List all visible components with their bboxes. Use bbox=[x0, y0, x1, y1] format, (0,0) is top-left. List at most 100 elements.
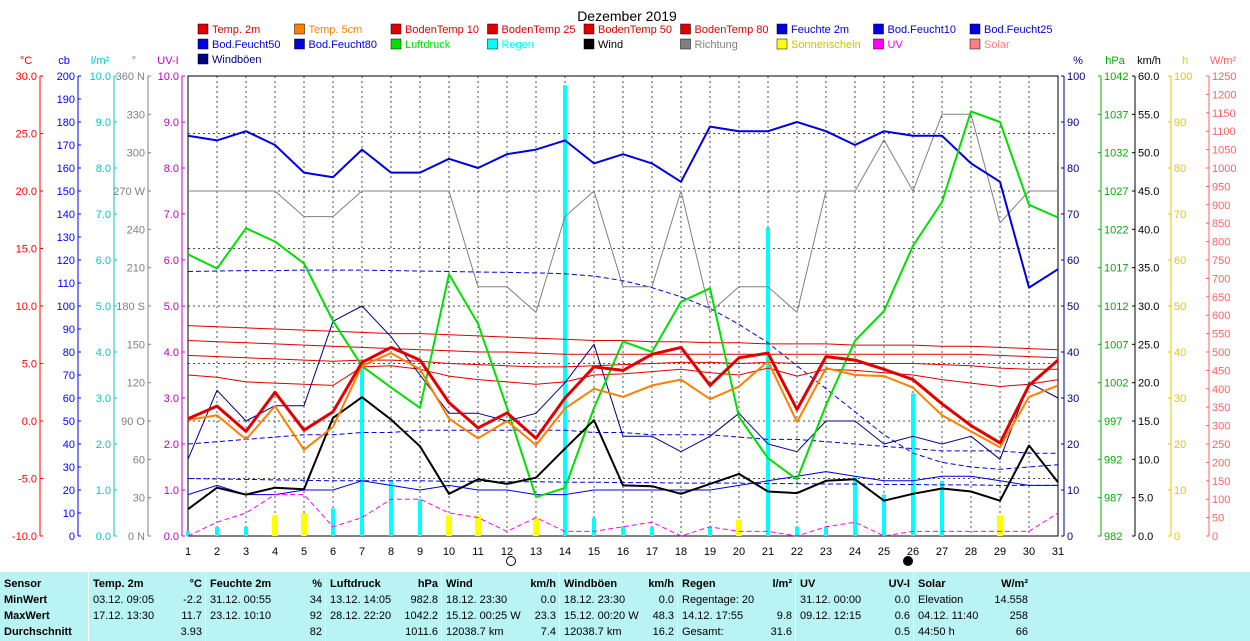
axis-tick-label: 90 bbox=[63, 324, 75, 336]
stats-cell-value: 258 bbox=[1009, 610, 1028, 622]
stats-header-label: Wind bbox=[446, 578, 473, 590]
legend-swatch bbox=[776, 23, 788, 35]
axis-tick-label: 100 bbox=[1174, 71, 1192, 83]
stats-header-unit: W/m² bbox=[1001, 578, 1028, 590]
axis-tick-label: 9.0 bbox=[96, 117, 111, 129]
stats-cell-value: 82 bbox=[309, 626, 322, 638]
stats-row: Regentage: 20 bbox=[682, 592, 792, 608]
stats-header-label: Luftdruck bbox=[330, 578, 381, 590]
x-tick-label: 14 bbox=[559, 546, 571, 558]
sunshine-bar bbox=[997, 515, 1003, 536]
x-tick-label: 5 bbox=[301, 546, 307, 558]
legend-swatch bbox=[487, 23, 498, 35]
stats-header-label: Windböen bbox=[564, 578, 618, 590]
axis-unit-label: ° bbox=[132, 55, 136, 67]
axis-tick-label: 1007 bbox=[1104, 339, 1128, 351]
x-tick-label: 11 bbox=[472, 546, 483, 558]
weather-chart: Dezember 2019 Temp. 2m Temp. 5cm BodenTemp… bbox=[12, 8, 1236, 566]
stats-row: 12038.7 km 7.4 bbox=[446, 624, 556, 640]
axis-unit-label: h bbox=[1182, 55, 1188, 67]
x-tick-label: 1 bbox=[185, 546, 191, 558]
axis-tick-label: 150 bbox=[1212, 476, 1230, 488]
grid bbox=[187, 75, 1059, 537]
legend-swatch bbox=[294, 23, 305, 35]
sunshine-bar bbox=[475, 515, 481, 536]
axis-tick-label: 5.0 bbox=[164, 301, 179, 313]
stats-column: Sensor MinWert MaxWert Durchschnitt bbox=[0, 572, 88, 641]
rain-bar bbox=[766, 227, 770, 537]
series-line-bodentemp-10 bbox=[187, 365, 1059, 387]
stats-cell-value: 16.2 bbox=[652, 626, 674, 638]
stats-cell-value: 0.6 bbox=[894, 610, 910, 622]
axis-tick-label: 170 bbox=[57, 140, 75, 152]
stats-row: 09.12. 12:15 0.6 bbox=[800, 608, 910, 624]
axis-tick-label: 15.0 bbox=[1138, 416, 1159, 428]
axis-tick-label: 180 bbox=[57, 117, 75, 129]
axis-tick-label: 10.0 bbox=[158, 71, 179, 83]
stats-cell-info: 28.12. 22:20 bbox=[330, 610, 392, 622]
stats-cell-info: Regentage: 20 bbox=[682, 594, 755, 606]
axis-unit-label: cb bbox=[58, 55, 70, 67]
stats-header: Luftdruck hPa bbox=[330, 576, 438, 592]
legend-swatch bbox=[294, 38, 305, 50]
stats-row: 18.12. 23:30 0.0 bbox=[446, 592, 556, 608]
stats-row-label: MaxWert bbox=[4, 610, 50, 622]
legend-swatch bbox=[487, 38, 498, 50]
axis-tick-label: 7.0 bbox=[96, 209, 111, 221]
axis-tick-label: 1250 bbox=[1212, 71, 1236, 83]
axis-tick-label: 2.0 bbox=[164, 439, 179, 451]
axis-tick-label: 50 bbox=[1067, 301, 1079, 313]
legend-label: BodenTemp 25 bbox=[502, 24, 576, 36]
axis-tick-label: 120 bbox=[57, 255, 75, 267]
axis-tick-label: 140 bbox=[57, 209, 75, 221]
axis-tick-label: 3.0 bbox=[164, 393, 179, 405]
axis-tick-label: 90 bbox=[1067, 117, 1079, 129]
stats-row: 15.12. 00:20 W 48.3 bbox=[564, 608, 674, 624]
legend: Temp. 2m Temp. 5cm BodenTemp 10 BodenTemp 2… bbox=[197, 23, 1053, 66]
stats-row-label: MinWert bbox=[4, 594, 48, 606]
axis-tick-label: 5.0 bbox=[96, 301, 111, 313]
series-line-bod-feucht50 bbox=[187, 269, 1059, 470]
axis-tick-label: 8.0 bbox=[164, 163, 179, 175]
axis-tick-label: 70 bbox=[63, 370, 75, 382]
axis-tick-label: 30 bbox=[1174, 393, 1186, 405]
axis-unit-label: hPa bbox=[1105, 55, 1125, 67]
x-tick-label: 30 bbox=[1023, 546, 1035, 558]
series-line-bodentemp-25 bbox=[187, 354, 1058, 370]
stats-row: MaxWert bbox=[4, 608, 84, 624]
axis-tick-label: 0 bbox=[69, 531, 75, 543]
legend-swatch bbox=[197, 23, 209, 35]
legend-label: Bod.Feucht50 bbox=[212, 39, 281, 51]
stats-cell-info: Elevation bbox=[918, 594, 964, 606]
rain-bar bbox=[650, 526, 654, 536]
axis-tick-label: 300 bbox=[1212, 421, 1230, 433]
stats-row: Durchschnitt bbox=[4, 624, 84, 640]
stats-row: 04.12. 11:40 258 bbox=[918, 608, 1028, 624]
stats-row: 03.12. 09:05 -2.2 bbox=[93, 592, 202, 608]
axis-tick-label: 700 bbox=[1212, 273, 1230, 285]
axis-tick-label: -5.0 bbox=[18, 474, 37, 486]
x-tick-label: 20 bbox=[733, 546, 745, 558]
axis-tick-label: 4.0 bbox=[96, 347, 111, 359]
rain-bar bbox=[331, 508, 335, 536]
axis-tick-label: 1037 bbox=[1104, 109, 1128, 121]
stats-column: Wind km/h 18.12. 23:30 0.0 15.12. 00:25 W 23.… bbox=[441, 572, 560, 641]
axis-tick-label: 160 bbox=[57, 163, 75, 175]
stats-cell-info: 09.12. 12:15 bbox=[800, 610, 862, 622]
stats-row: 14.12. 17:55 9.8 bbox=[682, 608, 792, 624]
stats-cell-value: 14.558 bbox=[994, 594, 1028, 606]
rain-bar bbox=[360, 361, 364, 536]
stats-row: 23.12. 10:10 92 bbox=[210, 608, 322, 624]
x-axis: 1 2 3 4 5 6 7 8 9 10 11 12 13 14 15 16 17 18 19 20 21 22 23 24 2… bbox=[185, 546, 1064, 566]
legend-label: Bod.Feucht80 bbox=[309, 39, 378, 51]
axis-tick-label: 992 bbox=[1104, 454, 1122, 466]
axis-tick-label: 200 bbox=[57, 71, 75, 83]
x-tick-label: 31 bbox=[1052, 546, 1064, 558]
legend-swatch bbox=[583, 38, 595, 50]
axis-tick-label: 800 bbox=[1212, 237, 1230, 249]
axis-tick-label: 120 bbox=[127, 378, 145, 390]
rain-bar bbox=[215, 526, 219, 536]
stats-row: 44:50 h 66 bbox=[918, 624, 1028, 640]
x-tick-label: 8 bbox=[388, 546, 394, 558]
stats-cell-value: 7.4 bbox=[540, 626, 556, 638]
